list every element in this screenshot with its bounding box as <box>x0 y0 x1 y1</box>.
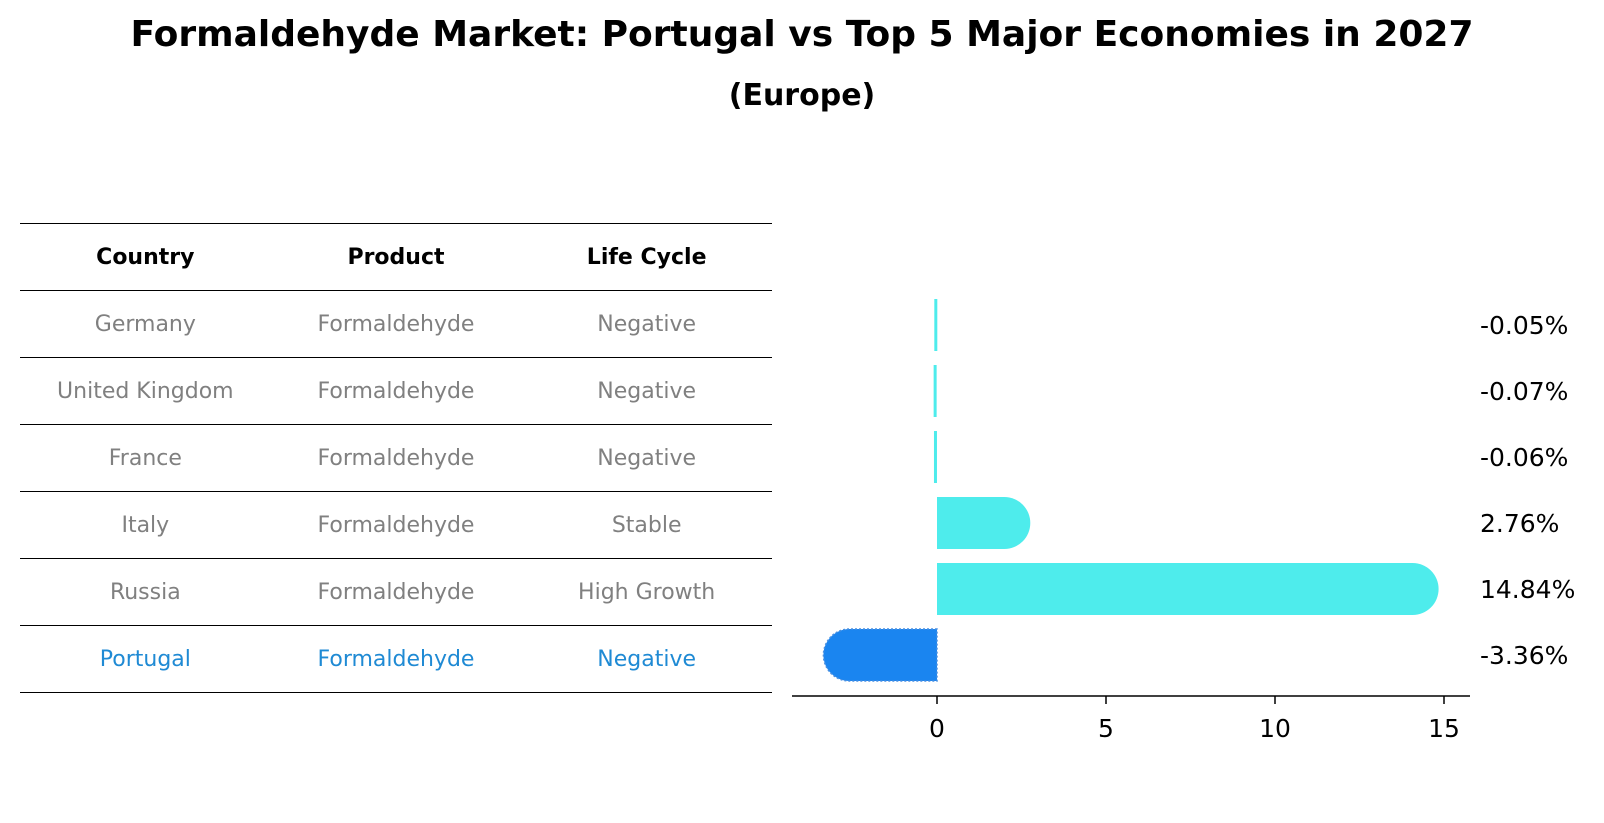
x-tick-label: 10 <box>1259 714 1291 743</box>
cell-life-cycle: Negative <box>521 625 772 693</box>
cell-product: Formaldehyde <box>270 357 522 425</box>
cell-country: United Kingdom <box>20 357 271 425</box>
bar-portugal <box>822 628 938 682</box>
table-row: France Formaldehyde Negative <box>20 424 772 492</box>
table-header-row: Country Product Life Cycle <box>20 223 772 291</box>
table-row: Portugal Formaldehyde Negative <box>20 625 772 693</box>
x-tick-label: 0 <box>929 714 945 743</box>
table-header: Country Product Life Cycle <box>20 223 772 291</box>
table-row: Germany Formaldehyde Negative <box>20 290 772 358</box>
bar-united-kingdom <box>933 365 937 417</box>
header-life-cycle: Life Cycle <box>521 223 772 291</box>
cell-product: Formaldehyde <box>270 424 522 492</box>
header-product: Product <box>270 223 522 291</box>
cell-product: Formaldehyde <box>270 491 522 559</box>
chart-title: Formaldehyde Market: Portugal vs Top 5 M… <box>130 14 1474 55</box>
cell-life-cycle: Stable <box>521 491 772 559</box>
country-table: Country Product Life Cycle Germany Formal… <box>20 223 772 693</box>
cell-product: Formaldehyde <box>270 558 522 626</box>
cell-country: France <box>20 424 271 492</box>
x-tick-label: 15 <box>1428 714 1460 743</box>
cell-product: Formaldehyde <box>270 290 522 358</box>
value-label: -3.36% <box>1480 641 1568 670</box>
table-row: Russia Formaldehyde High Growth <box>20 558 772 626</box>
cell-country: Germany <box>20 290 271 358</box>
x-tick-label: 5 <box>1098 714 1114 743</box>
bar-france <box>933 431 937 483</box>
cell-product: Formaldehyde <box>270 625 522 693</box>
table-row: United Kingdom Formaldehyde Negative <box>20 357 772 425</box>
cell-life-cycle: Negative <box>521 290 772 358</box>
cell-country: Italy <box>20 491 271 559</box>
bar-italy <box>937 497 1031 549</box>
table-row: Italy Formaldehyde Stable <box>20 491 772 559</box>
bar-germany <box>934 299 938 351</box>
cell-country: Portugal <box>20 625 271 693</box>
value-label: -0.07% <box>1480 377 1568 406</box>
cell-life-cycle: High Growth <box>521 558 772 626</box>
value-label: -0.05% <box>1480 311 1568 340</box>
value-label: -0.06% <box>1480 443 1568 472</box>
value-label: 2.76% <box>1480 509 1559 538</box>
cell-life-cycle: Negative <box>521 357 772 425</box>
value-label: 14.84% <box>1480 575 1575 604</box>
table-body: Germany Formaldehyde Negative United Kingdo… <box>20 290 772 693</box>
cell-life-cycle: Negative <box>521 424 772 492</box>
chart-subtitle: (Europe) <box>728 78 876 113</box>
cell-country: Russia <box>20 558 271 626</box>
header-country: Country <box>20 223 271 291</box>
bar-russia <box>937 563 1439 615</box>
